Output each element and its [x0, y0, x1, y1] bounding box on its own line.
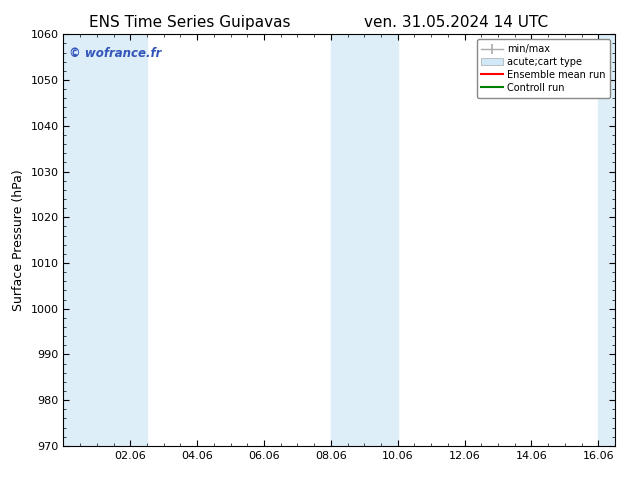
Bar: [331, 34, 398, 446]
Bar: [63, 34, 147, 446]
Text: ven. 31.05.2024 14 UTC: ven. 31.05.2024 14 UTC: [365, 15, 548, 30]
Text: ENS Time Series Guipavas: ENS Time Series Guipavas: [89, 15, 291, 30]
Legend: min/max, acute;cart type, Ensemble mean run, Controll run: min/max, acute;cart type, Ensemble mean …: [477, 39, 610, 98]
Text: © wofrance.fr: © wofrance.fr: [69, 47, 161, 60]
Y-axis label: Surface Pressure (hPa): Surface Pressure (hPa): [12, 169, 25, 311]
Bar: [598, 34, 615, 446]
